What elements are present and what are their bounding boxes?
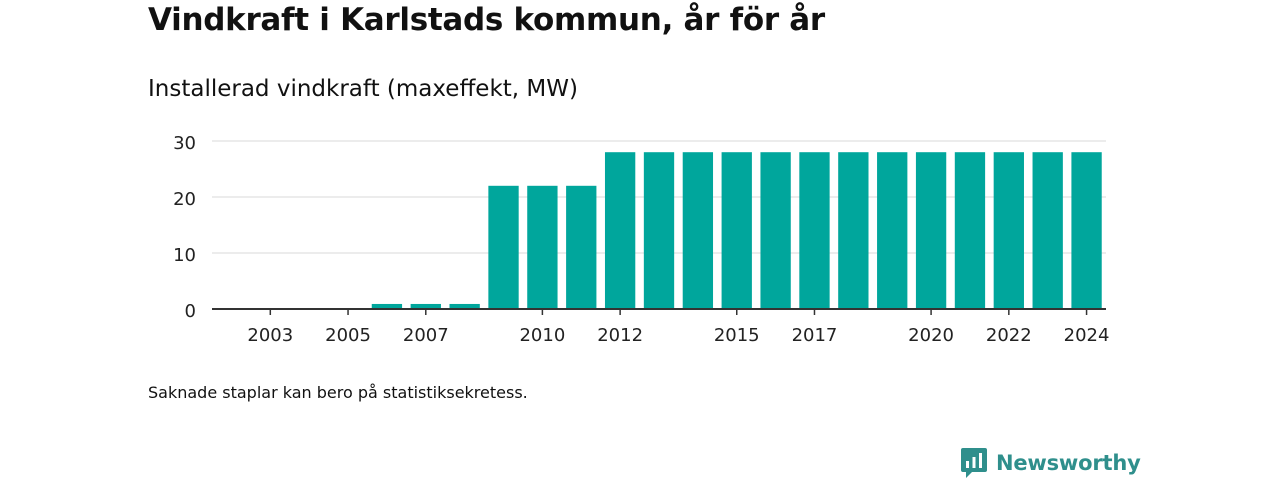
bar-2015	[721, 152, 752, 309]
bar-2017	[799, 152, 830, 309]
x-tick-label: 2012	[597, 325, 643, 346]
bar-chart: 0 10 20 30 2003 2005 2007 2010 2012 2015 2017 2020 2…	[173, 133, 1109, 346]
bar-2014	[682, 152, 714, 309]
bar-2023	[1032, 152, 1063, 309]
chart-title: Vindkraft i Karlstads kommun, år för år	[148, 2, 825, 38]
bar-2021	[954, 152, 986, 309]
bar-2013	[643, 152, 675, 309]
bar-2010	[527, 185, 558, 309]
bar-2022	[993, 152, 1024, 309]
axes	[212, 308, 1106, 315]
bar-2009	[488, 185, 519, 309]
newsworthy-logo: Newsworthy	[960, 446, 1141, 480]
bars	[371, 152, 1102, 309]
y-tick-label: 10	[173, 245, 196, 266]
x-tick-label: 2010	[519, 325, 565, 346]
brand-name: Newsworthy	[996, 451, 1141, 475]
bar-2020	[915, 152, 947, 309]
bar-chart-icon	[961, 448, 987, 478]
x-tick-label: 2022	[986, 325, 1032, 346]
x-tick-label: 2007	[403, 325, 449, 346]
y-tick-label: 20	[173, 189, 196, 210]
bar-2018	[838, 152, 869, 309]
bar-2019	[877, 152, 908, 309]
tick-labels: 0 10 20 30 2003 2005 2007 2010 2012 2015 2017 2020 2…	[173, 133, 1109, 346]
x-tick-label: 2020	[908, 325, 954, 346]
x-tick-label: 2024	[1064, 325, 1110, 346]
x-tick-label: 2005	[325, 325, 371, 346]
bar-2008	[449, 303, 480, 309]
chart-subtitle: Installerad vindkraft (maxeffekt, MW)	[148, 76, 578, 102]
bar-2006	[371, 303, 403, 309]
x-tick-label: 2015	[714, 325, 760, 346]
bar-2016	[760, 152, 791, 309]
x-tick-label: 2003	[247, 325, 293, 346]
y-tick-label: 30	[173, 133, 196, 154]
y-tick-label: 0	[185, 301, 196, 322]
bar-2024	[1071, 152, 1102, 309]
footnote: Saknade staplar kan bero på statistiksek…	[148, 383, 528, 402]
bar-2012	[604, 152, 636, 309]
x-tick-label: 2017	[792, 325, 838, 346]
bar-2007	[410, 303, 441, 309]
bar-2011	[566, 185, 597, 309]
